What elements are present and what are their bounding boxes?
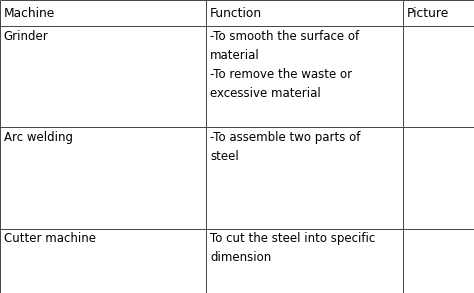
Text: -To assemble two parts of
steel: -To assemble two parts of steel xyxy=(210,131,360,163)
Text: Machine: Machine xyxy=(4,7,55,20)
Text: Cutter machine: Cutter machine xyxy=(4,232,96,245)
Text: To cut the steel into specific
dimension: To cut the steel into specific dimension xyxy=(210,232,375,264)
Text: -To smooth the surface of
material
-To remove the waste or
excessive material: -To smooth the surface of material -To r… xyxy=(210,30,359,100)
Text: Picture: Picture xyxy=(407,7,449,20)
Text: Function: Function xyxy=(210,7,262,20)
Text: Arc welding: Arc welding xyxy=(4,131,73,144)
Text: Grinder: Grinder xyxy=(4,30,48,43)
